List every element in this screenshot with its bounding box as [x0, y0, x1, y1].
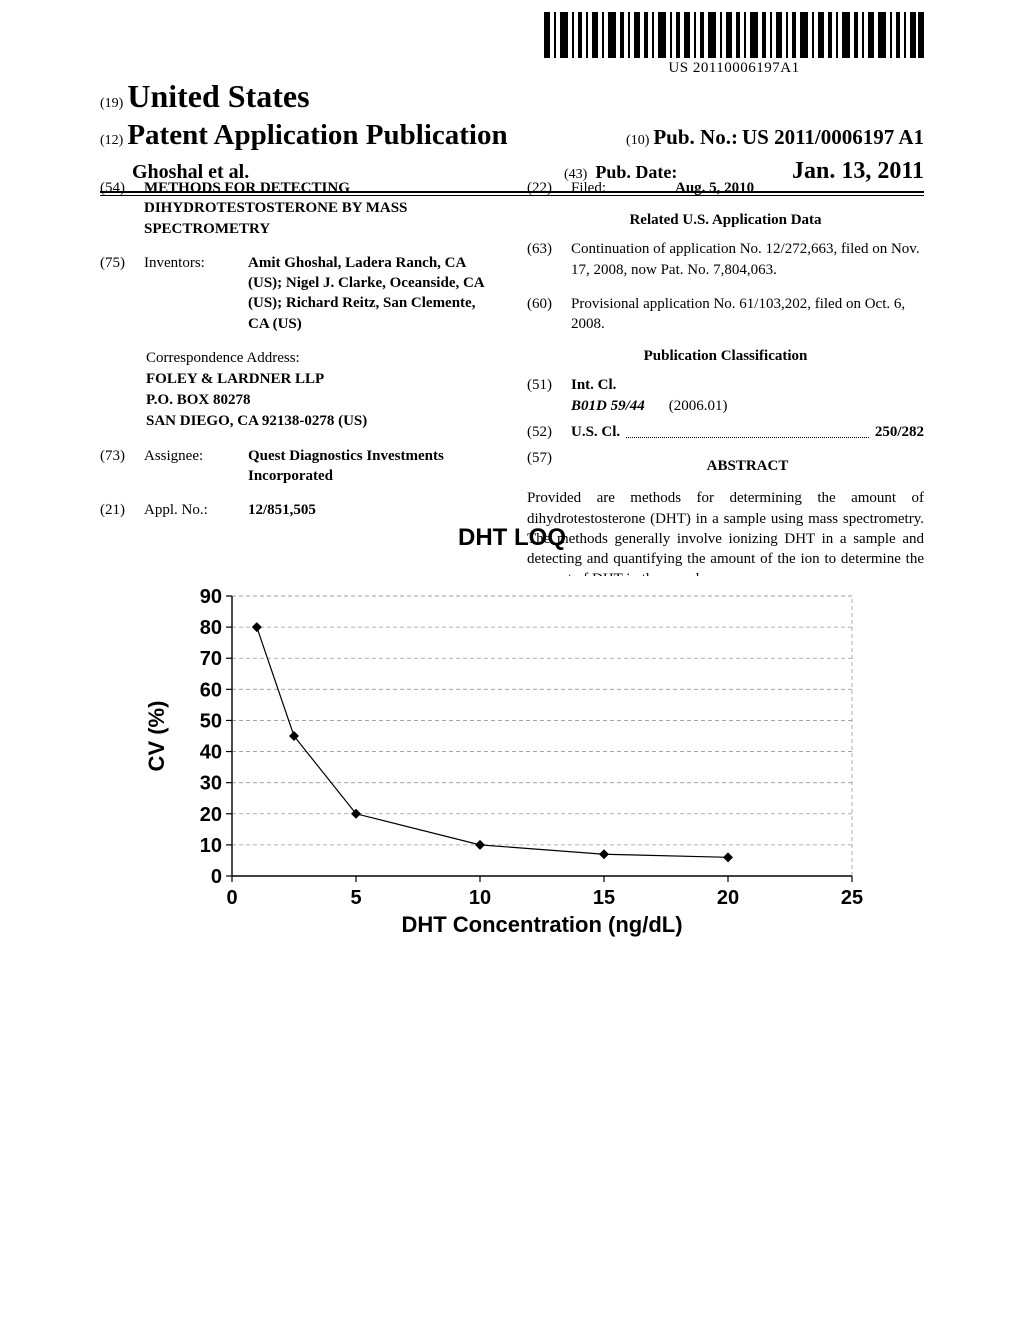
- svg-text:60: 60: [200, 679, 222, 701]
- svg-text:80: 80: [200, 617, 222, 639]
- svg-text:30: 30: [200, 773, 222, 795]
- svg-text:15: 15: [593, 887, 615, 909]
- assignee-code: (73): [100, 446, 132, 487]
- correspondence-label: Correspondence Address:: [146, 348, 497, 369]
- svg-text:5: 5: [350, 887, 361, 909]
- correspondence-block: Correspondence Address: FOLEY & LARDNER …: [146, 348, 497, 432]
- abstract-heading: ABSTRACT: [571, 456, 924, 476]
- intcl-year: (2006.01): [669, 396, 728, 416]
- barcode-doc-id: US 20110006197A1: [544, 60, 924, 77]
- svg-text:10: 10: [200, 835, 222, 857]
- intcl-item: (51) Int. Cl. B01D 59/44 (2006.01): [527, 375, 924, 416]
- correspondence-l3: SAN DIEGO, CA 92138-0278 (US): [146, 411, 497, 432]
- uscl-code: (52): [527, 422, 559, 442]
- continuation-item: (63) Continuation of application No. 12/…: [527, 239, 924, 280]
- pubno-prefix: (10): [626, 133, 649, 148]
- filed-text: Aug. 5, 2010: [675, 178, 924, 198]
- invention-title: METHODS FOR DETECTING DIHYDROTESTOSTERON…: [144, 178, 497, 239]
- abstract-code: (57): [527, 448, 559, 484]
- correspondence-l2: P.O. BOX 80278: [146, 390, 497, 411]
- country-line: (19) United States: [100, 78, 924, 115]
- barcode-block: US 20110006197A1: [544, 12, 924, 77]
- svg-text:20: 20: [200, 804, 222, 826]
- svg-text:70: 70: [200, 648, 222, 670]
- inventors-text: Amit Ghoshal, Ladera Ranch, CA (US); Nig…: [248, 253, 497, 334]
- svg-text:40: 40: [200, 742, 222, 764]
- uscl-item: (52) U.S. Cl. 250/282: [527, 422, 924, 442]
- svg-text:20: 20: [717, 887, 739, 909]
- inventors-item: (75) Inventors: Amit Ghoshal, Ladera Ran…: [100, 253, 497, 334]
- pubclass-heading: Publication Classification: [527, 348, 924, 365]
- barcode-svg: [544, 12, 924, 58]
- inventors-text-inner: Amit Ghoshal, Ladera Ranch, CA (US); Nig…: [248, 255, 484, 332]
- filed-item: (22) Filed: Aug. 5, 2010: [527, 178, 924, 198]
- svg-text:50: 50: [200, 710, 222, 732]
- intcl-class: B01D 59/44: [571, 396, 645, 416]
- country-name: United States: [127, 78, 309, 114]
- pap-prefix: (12): [100, 133, 123, 148]
- uscl-dots: [626, 422, 869, 438]
- continuation-code: (63): [527, 239, 559, 280]
- country-prefix: (19): [100, 96, 123, 111]
- applno-item: (21) Appl. No.: 12/851,505: [100, 500, 497, 520]
- uscl-value: 250/282: [875, 422, 924, 442]
- pubno-value: US 2011/0006197 A1: [742, 125, 924, 149]
- title-item: (54) METHODS FOR DETECTING DIHYDROTESTOS…: [100, 178, 497, 239]
- provisional-code: (60): [527, 294, 559, 335]
- chart-section: DHT LOQ 0 5 10 15 20 25 0 10 20 30 40 50 60 70 80 90 DHT…: [100, 524, 924, 951]
- chart-title: DHT LOQ: [100, 524, 924, 552]
- continuation-text: Continuation of application No. 12/272,6…: [571, 239, 924, 280]
- inventors-code: (75): [100, 253, 132, 334]
- pubno-line: (10) Pub. No.: US 2011/0006197 A1: [626, 125, 924, 150]
- pap-title: Patent Application Publication: [127, 119, 507, 151]
- assignee-text: Quest Diagnostics Investments Incorporat…: [248, 446, 497, 487]
- provisional-item: (60) Provisional application No. 61/103,…: [527, 294, 924, 335]
- inventors-label: Inventors:: [144, 253, 236, 334]
- svg-text:90: 90: [200, 586, 222, 608]
- svg-text:0: 0: [211, 866, 222, 888]
- applno-text: 12/851,505: [248, 500, 497, 520]
- related-heading: Related U.S. Application Data: [527, 212, 924, 229]
- uscl-label: U.S. Cl.: [571, 422, 620, 442]
- provisional-text: Provisional application No. 61/103,202, …: [571, 294, 924, 335]
- pap-line: (12) Patent Application Publication: [100, 119, 508, 152]
- applno-code: (21): [100, 500, 132, 520]
- filed-label: Filed:: [571, 178, 663, 198]
- assignee-label: Assignee:: [144, 446, 236, 487]
- svg-text:0: 0: [226, 887, 237, 909]
- applno-label: Appl. No.:: [144, 500, 236, 520]
- svg-text:CV (%): CV (%): [144, 701, 169, 772]
- intcl-label: Int. Cl.: [571, 375, 924, 395]
- pubno-label: Pub. No.:: [653, 125, 738, 149]
- correspondence-l1: FOLEY & LARDNER LLP: [146, 369, 497, 390]
- svg-text:25: 25: [841, 887, 863, 909]
- abstract-head-item: (57) ABSTRACT: [527, 448, 924, 484]
- dht-loq-chart: 0 5 10 15 20 25 0 10 20 30 40 50 60 70 80 90 DHT Concent…: [142, 576, 882, 946]
- assignee-item: (73) Assignee: Quest Diagnostics Investm…: [100, 446, 497, 487]
- filed-code: (22): [527, 178, 559, 198]
- intcl-code: (51): [527, 375, 559, 416]
- svg-text:10: 10: [469, 887, 491, 909]
- svg-text:DHT Concentration (ng/dL): DHT Concentration (ng/dL): [401, 912, 682, 937]
- title-code: (54): [100, 178, 132, 239]
